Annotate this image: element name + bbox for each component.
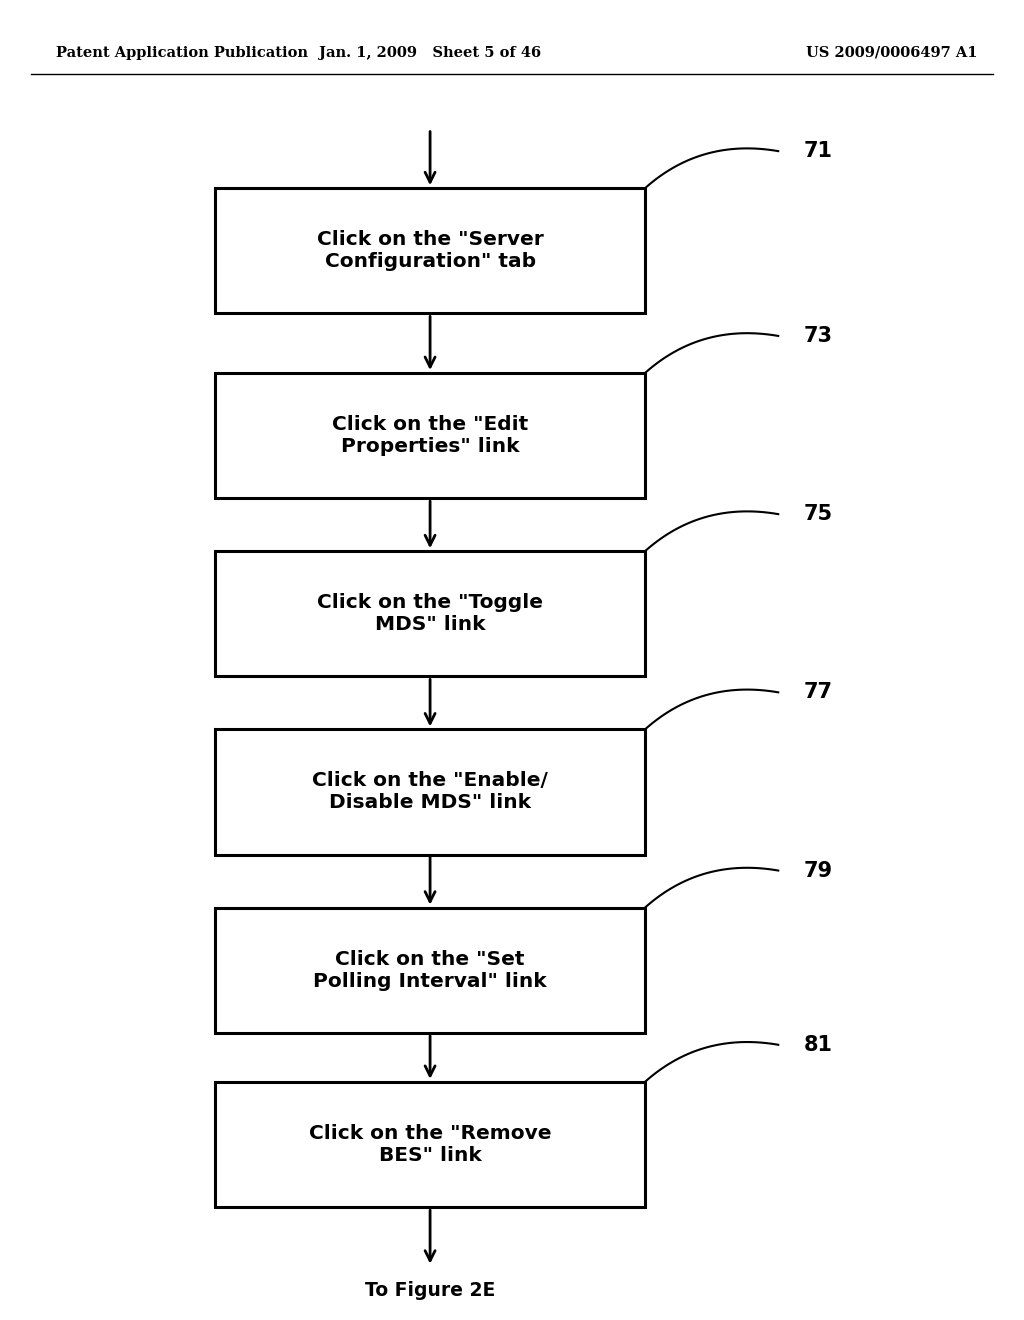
- Text: 77: 77: [804, 682, 833, 702]
- Text: 73: 73: [804, 326, 833, 346]
- Text: To Figure 2E: To Figure 2E: [365, 1280, 496, 1300]
- Text: Click on the "Set
Polling Interval" link: Click on the "Set Polling Interval" link: [313, 949, 547, 991]
- Text: Click on the "Enable/
Disable MDS" link: Click on the "Enable/ Disable MDS" link: [312, 771, 548, 813]
- FancyBboxPatch shape: [215, 729, 645, 855]
- Text: Click on the "Server
Configuration" tab: Click on the "Server Configuration" tab: [316, 230, 544, 272]
- FancyBboxPatch shape: [215, 187, 645, 313]
- Text: Jan. 1, 2009   Sheet 5 of 46: Jan. 1, 2009 Sheet 5 of 46: [319, 46, 541, 59]
- Text: 71: 71: [804, 141, 833, 161]
- Text: 75: 75: [804, 504, 833, 524]
- Text: US 2009/0006497 A1: US 2009/0006497 A1: [807, 46, 978, 59]
- FancyBboxPatch shape: [215, 1082, 645, 1206]
- FancyBboxPatch shape: [215, 372, 645, 498]
- FancyBboxPatch shape: [215, 908, 645, 1032]
- Text: Click on the "Edit
Properties" link: Click on the "Edit Properties" link: [332, 414, 528, 457]
- Text: 81: 81: [804, 1035, 833, 1055]
- Text: Patent Application Publication: Patent Application Publication: [56, 46, 308, 59]
- Text: Click on the "Toggle
MDS" link: Click on the "Toggle MDS" link: [317, 593, 543, 635]
- Text: Click on the "Remove
BES" link: Click on the "Remove BES" link: [309, 1123, 551, 1166]
- Text: 79: 79: [804, 861, 833, 880]
- FancyBboxPatch shape: [215, 552, 645, 676]
